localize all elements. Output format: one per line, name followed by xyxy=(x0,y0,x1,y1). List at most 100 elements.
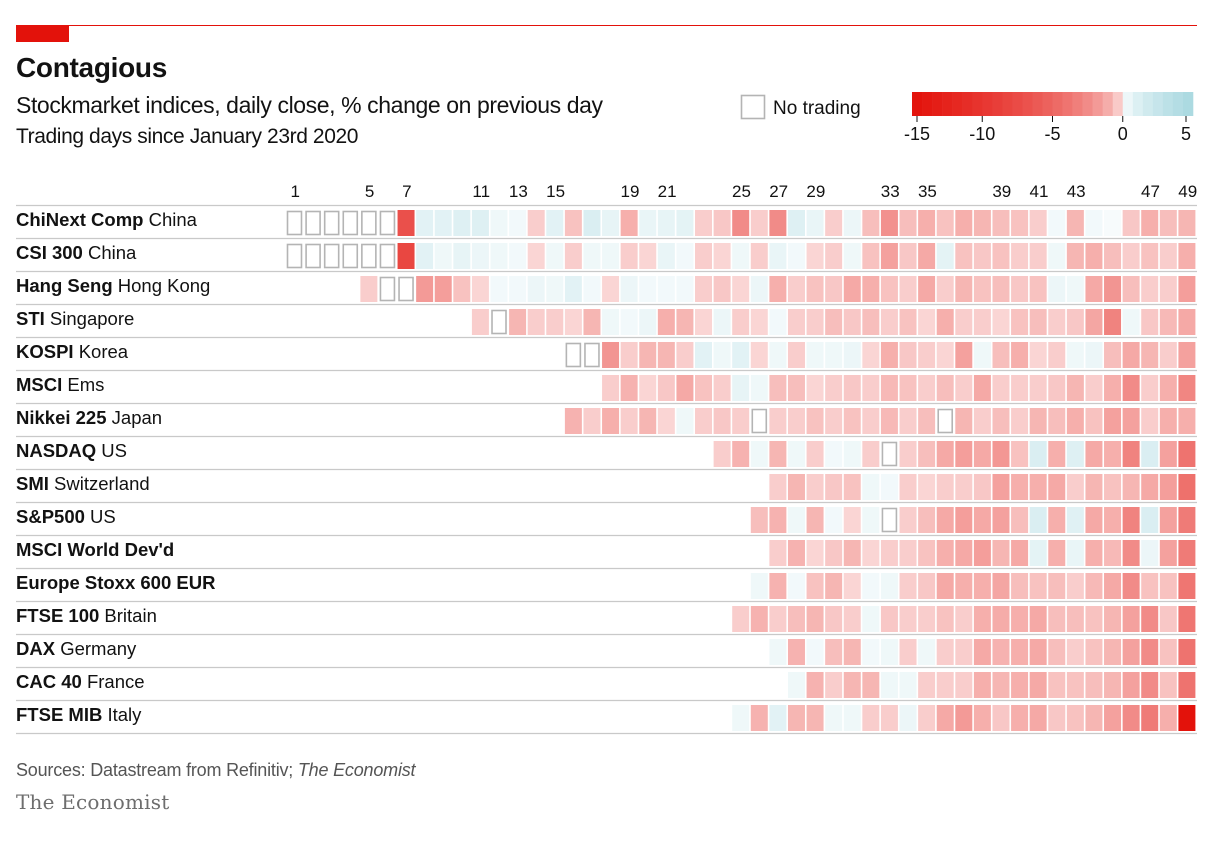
heatmap-cell xyxy=(825,540,843,566)
heatmap-cell xyxy=(1029,672,1047,698)
heatmap-cell xyxy=(1141,639,1159,665)
heatmap-cell xyxy=(1048,441,1066,467)
heatmap-cell xyxy=(1029,705,1047,731)
heatmap-cell xyxy=(899,606,917,632)
heatmap-cell xyxy=(1141,705,1159,731)
no-trading-cell xyxy=(398,276,414,302)
heatmap-cell xyxy=(1141,210,1159,236)
heatmap-cell xyxy=(583,276,601,302)
heatmap-cell xyxy=(880,375,898,401)
legend-scale-block xyxy=(1142,92,1154,116)
heatmap-cell xyxy=(955,639,973,665)
heatmap-cell xyxy=(787,540,805,566)
heatmap-cell xyxy=(787,507,805,533)
heatmap-cell xyxy=(750,606,768,632)
row-label: MSCI Ems xyxy=(16,374,104,395)
heatmap-cell xyxy=(806,507,824,533)
heatmap-cell xyxy=(1104,441,1122,467)
heatmap-cell xyxy=(806,375,824,401)
heatmap-cell xyxy=(1104,342,1122,368)
heatmap-cell xyxy=(918,507,936,533)
legend-scale-label: 0 xyxy=(1118,124,1128,144)
heatmap-cell xyxy=(843,639,861,665)
heatmap-cell xyxy=(1159,705,1177,731)
heatmap-cell xyxy=(527,276,545,302)
heatmap-cell xyxy=(564,309,582,335)
heatmap-cell xyxy=(806,309,824,335)
heatmap-cell xyxy=(843,441,861,467)
heatmap-cell xyxy=(806,441,824,467)
heatmap-cell xyxy=(1048,573,1066,599)
heatmap-cell xyxy=(1141,408,1159,434)
heatmap-cell xyxy=(657,375,675,401)
row-label-index: CSI 300 xyxy=(16,242,83,263)
no-trading-cell xyxy=(491,309,507,335)
heatmap-cell xyxy=(1159,408,1177,434)
heatmap-cell xyxy=(546,276,564,302)
heatmap-cell xyxy=(1159,276,1177,302)
row-label-region: Britain xyxy=(99,605,157,626)
row-label-index: NASDAQ xyxy=(16,440,96,461)
heatmap-cell xyxy=(1159,540,1177,566)
row-label-index: S&P500 xyxy=(16,506,85,527)
heatmap-cell xyxy=(1159,606,1177,632)
heatmap-cell xyxy=(936,639,954,665)
heatmap-cell xyxy=(936,474,954,500)
heatmap-cell xyxy=(1048,210,1066,236)
heatmap-cell xyxy=(639,309,657,335)
heatmap-cell xyxy=(1085,672,1103,698)
no-trading-cell xyxy=(342,243,359,269)
heatmap-cell xyxy=(787,573,805,599)
legend-scale-block xyxy=(962,92,973,116)
heatmap-cell xyxy=(843,606,861,632)
heatmap-cell xyxy=(1029,507,1047,533)
heatmap-cell xyxy=(880,573,898,599)
no-trading-cell xyxy=(323,210,340,236)
heatmap-cell xyxy=(955,705,973,731)
heatmap-cell xyxy=(973,243,991,269)
heatmap-cell xyxy=(713,342,731,368)
heatmap-cell xyxy=(602,408,620,434)
heatmap-cell xyxy=(787,705,805,731)
row-label-region: US xyxy=(96,440,127,461)
heatmap-cell xyxy=(1122,243,1140,269)
heatmap-cell xyxy=(1104,540,1122,566)
heatmap-cell xyxy=(806,210,824,236)
legend-scale-block xyxy=(1182,92,1194,116)
heatmap-cell xyxy=(1066,573,1084,599)
legend-scale-block xyxy=(912,92,923,116)
heatmap-cell xyxy=(769,243,787,269)
heatmap-cell xyxy=(1178,474,1196,500)
heatmap-cell xyxy=(918,672,936,698)
heatmap-cell xyxy=(1104,474,1122,500)
heatmap-cell xyxy=(732,408,750,434)
heatmap-cell xyxy=(955,243,973,269)
heatmap-cell xyxy=(862,639,880,665)
heatmap-cell xyxy=(1011,639,1029,665)
legend-scale-block xyxy=(1122,92,1134,116)
heatmap-cell xyxy=(955,672,973,698)
heatmap-cell xyxy=(1011,507,1029,533)
heatmap-cell xyxy=(880,672,898,698)
row-label: CAC 40 France xyxy=(16,671,145,692)
heatmap-cell xyxy=(992,507,1010,533)
heatmap-cell xyxy=(955,408,973,434)
heatmap-cell xyxy=(769,276,787,302)
heatmap-cell xyxy=(992,309,1010,335)
heatmap-cell xyxy=(918,276,936,302)
heatmap-cell xyxy=(1011,408,1029,434)
heatmap-cell xyxy=(862,507,880,533)
heatmap-cell xyxy=(806,276,824,302)
heatmap-cell xyxy=(732,243,750,269)
heatmap-cell xyxy=(1122,573,1140,599)
row-label: KOSPI Korea xyxy=(16,341,129,362)
x-tick-label: 27 xyxy=(769,182,788,201)
heatmap-cell xyxy=(1085,441,1103,467)
heatmap-cell xyxy=(1066,210,1084,236)
heatmap-cell xyxy=(1085,705,1103,731)
heatmap-cell xyxy=(862,474,880,500)
heatmap-cell xyxy=(992,573,1010,599)
row-label-region: China xyxy=(83,242,137,263)
heatmap-cell xyxy=(732,375,750,401)
heatmap-cell xyxy=(1029,342,1047,368)
